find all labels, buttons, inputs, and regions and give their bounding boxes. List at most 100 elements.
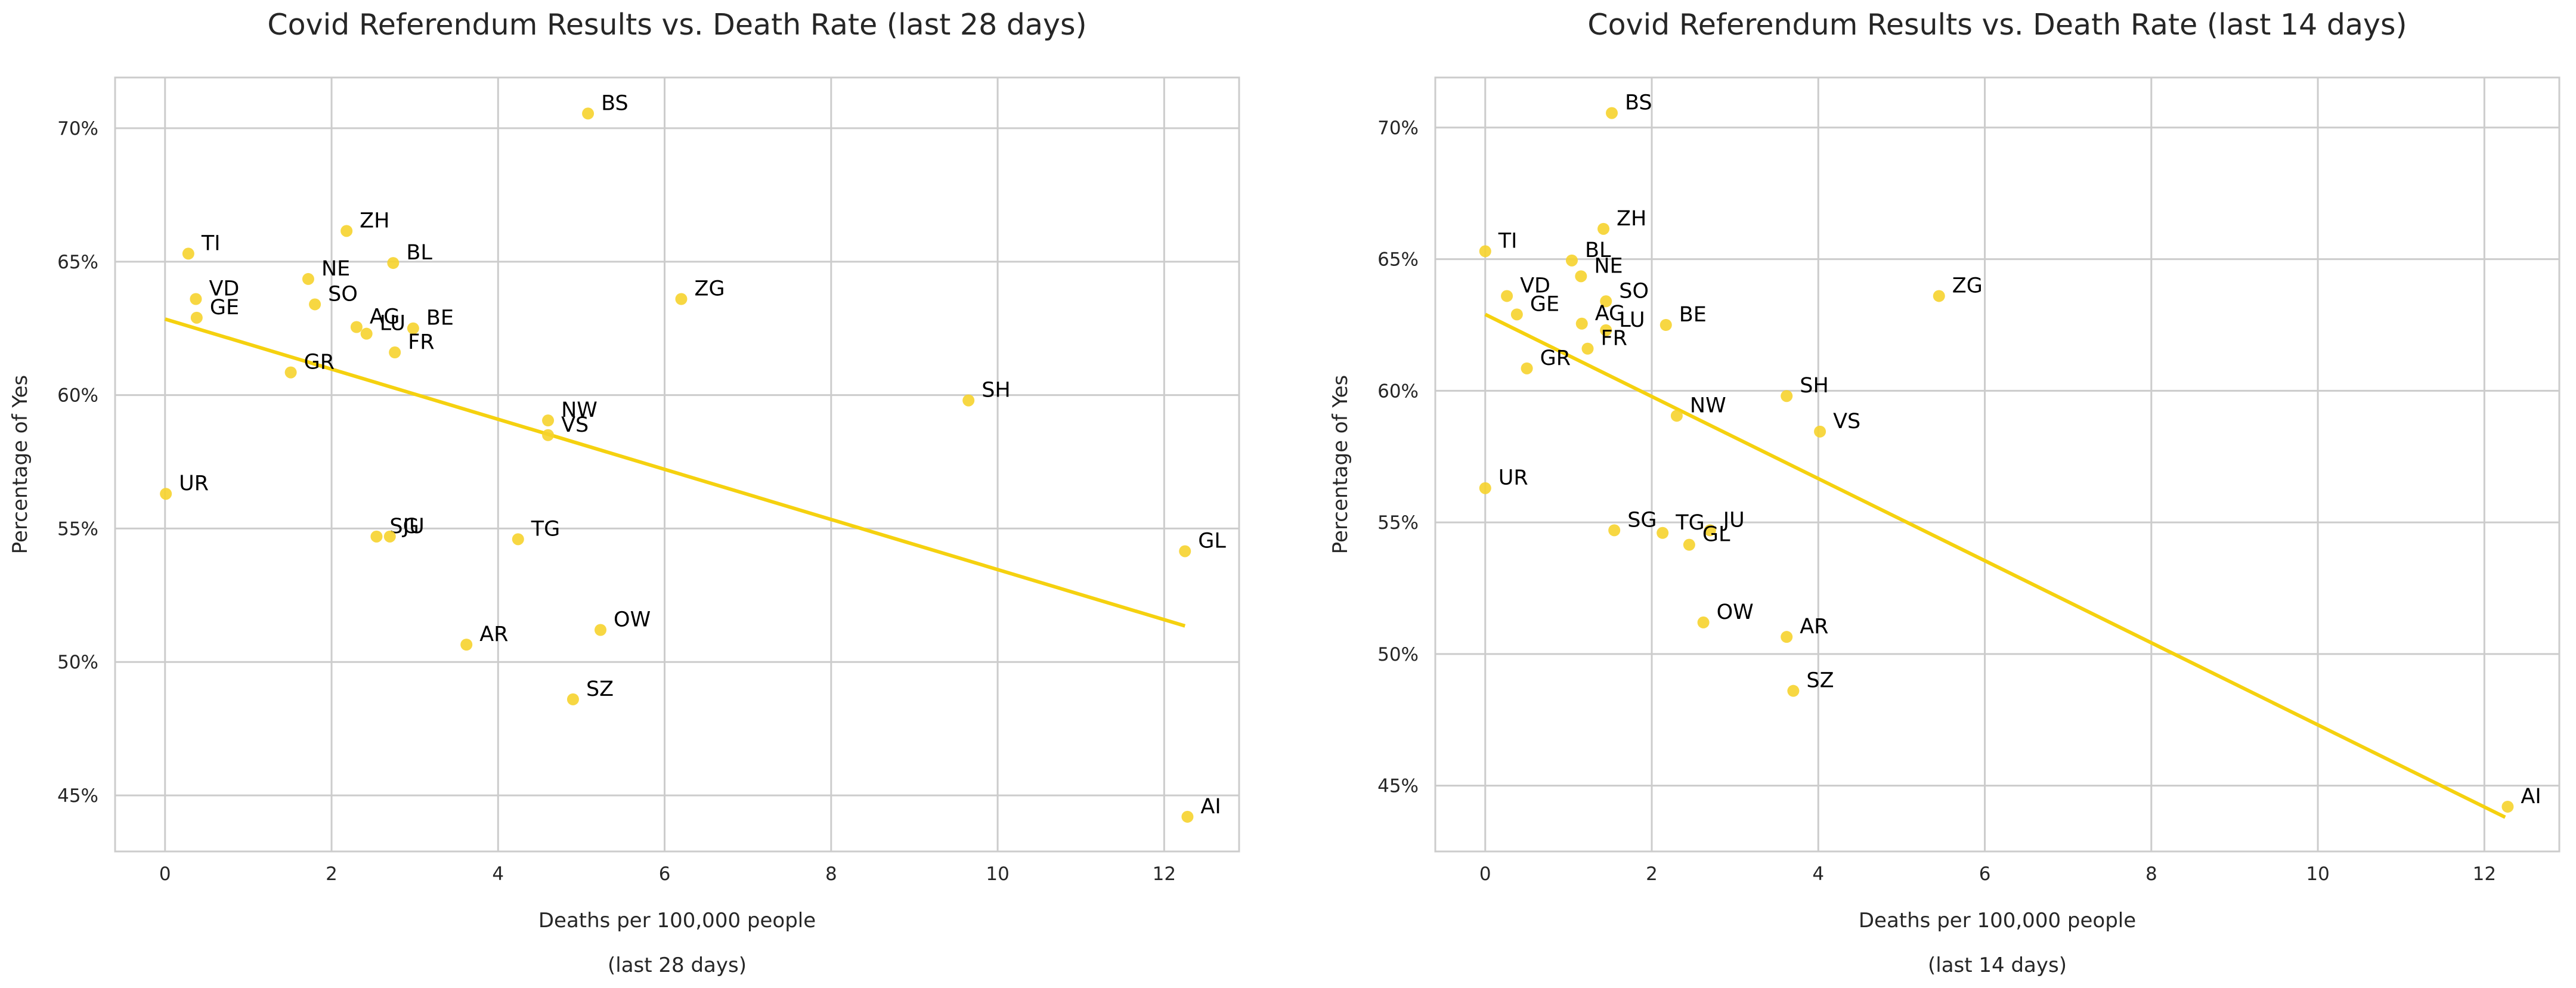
chart-title: Covid Referendum Results vs. Death Rate … — [267, 8, 1086, 42]
data-point-ti — [1479, 245, 1491, 258]
regression-line — [164, 317, 1186, 628]
data-label-ai: AI — [1200, 795, 1221, 819]
data-point-ur — [1479, 482, 1491, 494]
x-tick-label: 4 — [492, 863, 504, 885]
x-tick-label: 6 — [1979, 863, 1991, 885]
data-label-ai: AI — [2521, 785, 2541, 809]
data-point-ge — [190, 311, 203, 324]
data-label-vs: VS — [561, 413, 589, 437]
data-label-vd: VD — [1520, 274, 1550, 298]
y-tick-label: 55% — [1377, 512, 1419, 534]
data-label-sh: SH — [1800, 374, 1829, 398]
data-label-ge: GE — [1530, 292, 1559, 316]
data-label-vd: VD — [209, 277, 239, 301]
data-point-vs — [542, 429, 555, 441]
x-tick-label: 6 — [659, 863, 671, 885]
data-point-sz — [1787, 685, 1800, 697]
data-label-gl: GL — [1198, 529, 1226, 553]
x-tick-label: 2 — [326, 863, 338, 885]
data-label-ne: NE — [1594, 254, 1623, 278]
data-point-gl — [1179, 545, 1191, 558]
data-label-so: SO — [328, 282, 358, 306]
data-point-ow — [1697, 616, 1710, 628]
chart-panel-28-days: 0 2 4 6 8 10 12 45% 50% 55% 60% 65% 70% BS ZH TI BL NE VD Z… — [8, 8, 1240, 977]
data-label-sz: SZ — [586, 677, 614, 701]
data-label-nw: NW — [1690, 394, 1726, 417]
data-label-ti: TI — [1498, 229, 1518, 253]
data-point-bs — [1606, 107, 1618, 119]
data-point-vd — [190, 293, 202, 305]
data-point-ju — [1704, 524, 1716, 537]
data-label-zg: ZG — [1952, 274, 1983, 298]
data-point-sz — [566, 693, 579, 705]
data-point-fr — [389, 346, 401, 359]
data-label-fr: FR — [1601, 327, 1627, 351]
plot-frame — [1434, 76, 2560, 853]
data-label-ar: AR — [1800, 615, 1828, 639]
x-tick-label: 12 — [1153, 863, 1176, 885]
data-label-be: BE — [1679, 303, 1707, 327]
y-tick-label: 45% — [1377, 776, 1419, 797]
data-label-ju: JU — [1722, 508, 1745, 532]
data-point-so — [1600, 295, 1612, 308]
y-tick-label: 70% — [1377, 117, 1419, 139]
data-point-sh — [962, 394, 975, 407]
y-tick-label: 55% — [57, 518, 98, 540]
data-point-sh — [1781, 390, 1793, 402]
data-label-ar: AR — [479, 622, 508, 646]
data-point-ag — [1575, 317, 1588, 330]
data-label-ag: AG — [370, 305, 400, 329]
data-label-ge: GE — [210, 296, 239, 320]
x-tick-label: 8 — [825, 863, 837, 885]
data-point-zh — [1597, 222, 1610, 235]
data-label-fr: FR — [408, 330, 434, 354]
data-label-sz: SZ — [1806, 669, 1834, 693]
x-tick-label: 10 — [2306, 863, 2329, 885]
y-tick-label: 70% — [57, 118, 98, 140]
data-point-ai — [1181, 810, 1194, 823]
data-label-ow: OW — [1717, 600, 1754, 624]
data-label-ne: NE — [321, 257, 350, 281]
y-tick-label: 60% — [1377, 380, 1419, 402]
data-point-nw — [542, 414, 555, 427]
data-label-lu: LU — [1619, 308, 1645, 332]
x-tick-label: 0 — [1479, 863, 1491, 885]
data-point-ag — [350, 321, 363, 333]
data-point-ai — [2501, 800, 2514, 813]
data-label-bs: BS — [601, 91, 628, 115]
x-axis-label: Deaths per 100,000 people — [1859, 909, 2136, 933]
data-point-tg — [512, 533, 524, 546]
x-tick-label: 12 — [2473, 863, 2496, 885]
data-point-bl — [1565, 254, 1578, 267]
data-point-nw — [1670, 410, 1683, 422]
data-point-be — [407, 322, 419, 335]
y-tick-label: 45% — [57, 785, 98, 807]
data-point-ow — [595, 624, 607, 636]
data-point-be — [1659, 319, 1672, 332]
data-label-tg: TG — [1675, 511, 1705, 535]
x-axis-sublabel: (last 14 days) — [1928, 953, 2067, 977]
data-point-tg — [1657, 526, 1669, 539]
data-label-ow: OW — [614, 608, 651, 632]
plot-frame — [114, 76, 1240, 853]
data-point-sg — [370, 530, 383, 543]
data-label-vs: VS — [1833, 410, 1860, 433]
data-point-vs — [1814, 425, 1826, 438]
data-label-sh: SH — [982, 379, 1011, 402]
data-point-ne — [1575, 270, 1587, 283]
data-point-bl — [387, 257, 400, 270]
data-point-lu — [1600, 324, 1612, 336]
x-tick-label: 4 — [1812, 863, 1824, 885]
data-point-sg — [1608, 524, 1621, 537]
x-tick-label: 10 — [986, 863, 1009, 885]
data-point-vd — [1501, 290, 1513, 302]
data-point-ar — [460, 639, 473, 651]
y-axis-label: Percentage of Yes — [8, 375, 32, 555]
data-label-sg: SG — [1627, 508, 1657, 532]
x-axis-label: Deaths per 100,000 people — [538, 909, 816, 933]
data-point-gr — [1521, 362, 1533, 374]
data-label-ur: UR — [1498, 466, 1528, 490]
data-label-zh: ZH — [1617, 207, 1646, 231]
